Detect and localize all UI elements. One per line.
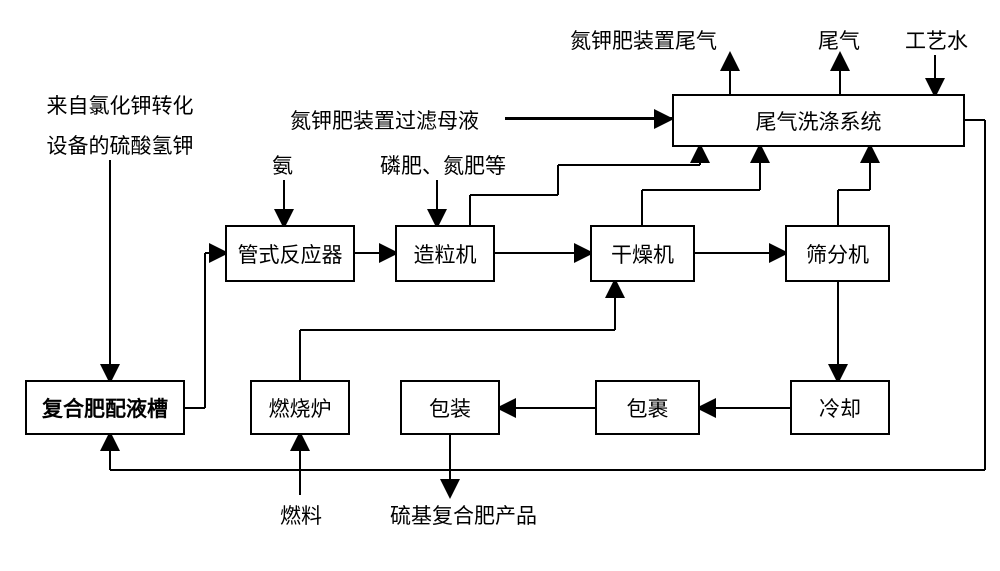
connectors — [0, 0, 1000, 571]
label-phos-nitro: 磷肥、氮肥等 — [380, 150, 506, 180]
label-ammonia: 氨 — [272, 150, 293, 180]
label-tail-gas: 尾气 — [818, 25, 860, 55]
box-pack: 包装 — [400, 380, 500, 435]
box-wrap: 包裹 — [595, 380, 700, 435]
label-fuel: 燃料 — [280, 500, 322, 530]
label-nk-tail-gas: 氮钾肥装置尾气 — [570, 25, 717, 55]
box-cool: 冷却 — [790, 380, 890, 435]
box-granulator: 造粒机 — [395, 225, 495, 282]
box-tubular-reactor: 管式反应器 — [225, 225, 355, 282]
box-tail-gas-washer: 尾气洗涤系统 — [672, 94, 965, 147]
box-compound-tank: 复合肥配液槽 — [25, 380, 185, 435]
label-product: 硫基复合肥产品 — [390, 500, 537, 530]
label-source-khso4-2: 设备的硫酸氢钾 — [30, 130, 210, 160]
label-process-water: 工艺水 — [905, 25, 968, 55]
label-source-khso4-1: 来自氯化钾转化 — [30, 90, 210, 120]
box-screener: 筛分机 — [785, 225, 890, 282]
diagram-canvas: 来自氯化钾转化 设备的硫酸氢钾 氮钾肥装置过滤母液 氨 磷肥、氮肥等 氮钾肥装置… — [0, 0, 1000, 571]
box-furnace: 燃烧炉 — [250, 380, 350, 435]
label-filter-liquor: 氮钾肥装置过滤母液 — [290, 105, 479, 135]
box-dryer: 干燥机 — [590, 225, 695, 282]
